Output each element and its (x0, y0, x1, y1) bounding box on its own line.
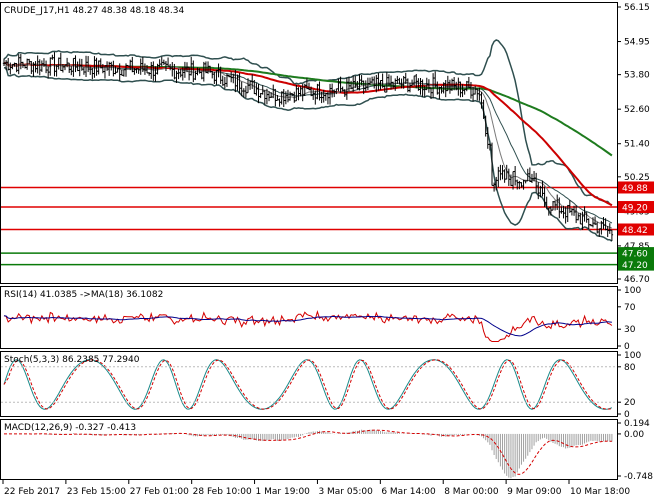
stoch-tick-label: 80 (624, 363, 636, 373)
rsi-tick-label: 0 (624, 342, 630, 352)
macd-tick-label: 0.194 (624, 419, 650, 429)
price-axis: 56.1554.9553.8052.6051.4050.2549.0547.85… (617, 3, 650, 285)
stoch-signal-line (3, 359, 613, 410)
stoch-tick-label: 100 (624, 351, 641, 361)
stoch-lines (1, 359, 617, 410)
time-tick-label: 6 Mar 14:00 (381, 487, 436, 497)
time-tick-label: 1 Mar 19:00 (256, 487, 311, 497)
macd-title: MACD(12,26,9) -0.327 -0.413 (4, 423, 136, 433)
rsi-pane[interactable]: RSI(14) 41.0385 ->MA(18) 36.1082 100 70 30… (0, 286, 642, 352)
time-tick-label: 9 Mar 09:00 (507, 487, 562, 497)
rsi-lines (3, 309, 613, 342)
time-tick-label: 23 Feb 15:00 (67, 487, 126, 497)
level-tag-label: 47.60 (622, 250, 648, 260)
level-tag-label: 47.20 (622, 261, 648, 271)
level-tag-s1 (618, 247, 654, 260)
rsi-line (3, 309, 613, 342)
price-tick-label: 53.80 (624, 71, 650, 81)
rsi-tick-label: 70 (624, 303, 636, 313)
time-tick-label: 10 Mar 18:00 (570, 487, 630, 497)
support-resistance-levels (1, 186, 617, 266)
rsi-tick-label: 30 (624, 325, 636, 335)
time-tick-label: 3 Mar 05:00 (318, 487, 373, 497)
stoch-pane-frame (0, 351, 618, 417)
price-tick-label: 52.60 (624, 105, 650, 115)
macd-signal (4, 429, 612, 475)
level-tag-r1 (618, 223, 654, 236)
level-tag-r2 (618, 201, 654, 214)
time-tick-label: 28 Feb 10:00 (193, 487, 252, 497)
level-tag-label: 49.88 (622, 184, 648, 194)
symbol-title: CRUDE_J17,H1 48.27 48.38 48.18 48.34 (4, 6, 184, 16)
stochastic-pane[interactable]: Stoch(5,3,3) 86.2385 77.2940 100 80 20 0 (0, 351, 642, 420)
rsi-axis: 100 70 30 0 (617, 286, 641, 352)
macd-tick-label: -0.748 (624, 472, 653, 482)
level-tag-label: 49.20 (622, 204, 648, 214)
stoch-tick-label: 20 (624, 398, 636, 408)
rsi-tick-label: 100 (624, 286, 641, 296)
price-bars (2, 52, 614, 241)
price-pane[interactable]: CRUDE_J17,H1 48.27 48.38 48.18 48.34 56.… (0, 2, 655, 286)
bollinger-upper (3, 39, 613, 206)
price-pane-frame (0, 2, 618, 284)
moving-averages (3, 61, 613, 229)
price-tick-label: 46.70 (624, 275, 650, 285)
time-tick-label: 8 Mar 00:00 (444, 487, 499, 497)
macd-pane-frame (0, 419, 618, 480)
price-tick-label: 50.25 (624, 173, 650, 183)
rsi-pane-frame (0, 286, 618, 349)
level-tag-s2 (618, 258, 654, 271)
level-tag-r3 (618, 181, 654, 194)
macd-signal-line (4, 429, 612, 475)
macd-tick-label: 0.00 (624, 430, 644, 440)
macd-histogram (28, 429, 613, 479)
time-tick-label: 27 Feb 01:00 (130, 487, 189, 497)
stoch-tick-label: 0 (624, 410, 630, 420)
price-tick-label: 51.40 (624, 140, 650, 150)
price-tick-label: 54.95 (624, 38, 650, 48)
stoch-axis: 100 80 20 0 (617, 351, 641, 420)
time-tick-label: 22 Feb 2017 (4, 487, 60, 497)
time-axis: 22 Feb 2017 23 Feb 15:00 27 Feb 01:00 28 Fe… (2, 480, 630, 497)
stoch-main-line (3, 359, 613, 410)
rsi-ma-line (3, 315, 612, 337)
price-tick-label: 47.85 (624, 242, 650, 252)
price-tick-label: 56.15 (624, 3, 650, 13)
ma-mid-line (3, 61, 613, 207)
bollinger-bands (3, 39, 613, 242)
stoch-title: Stoch(5,3,3) 86.2385 77.2940 (4, 355, 140, 365)
rsi-title: RSI(14) 41.0385 ->MA(18) 36.1082 (4, 290, 163, 300)
level-tag-label: 48.42 (622, 226, 648, 236)
bollinger-lower (3, 66, 613, 242)
